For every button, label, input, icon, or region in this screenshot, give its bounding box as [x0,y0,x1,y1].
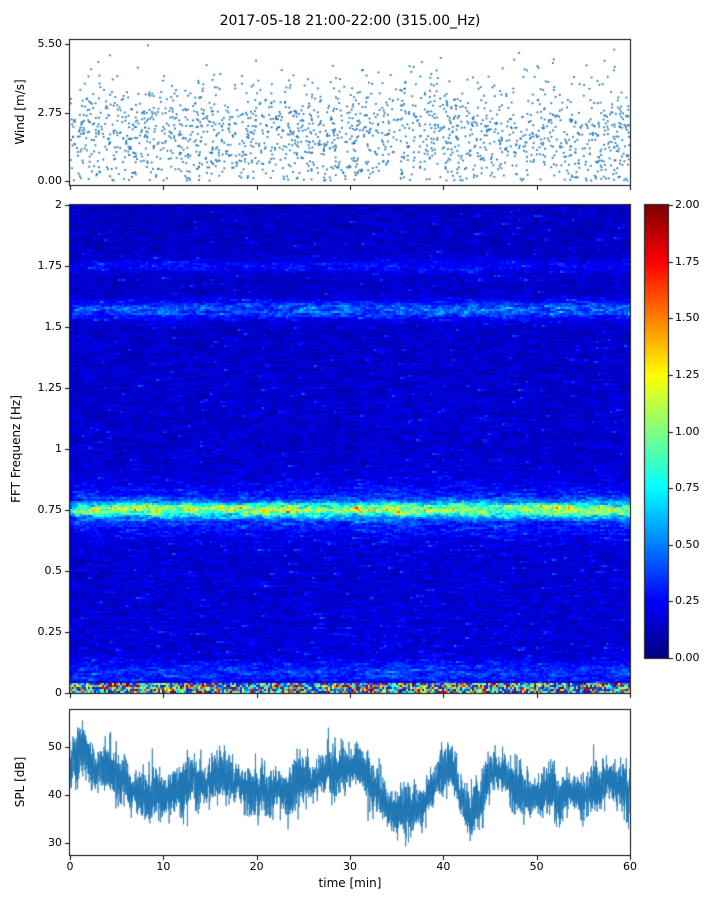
time-xtick-label: 50 [529,860,544,873]
colorbar-tick-label: 1.25 [675,367,700,381]
spl-ytick-label: 30 [48,835,62,849]
colorbar [645,205,668,658]
figure-title: 2017-05-18 21:00-22:00 (315.00_Hz) [219,13,481,29]
fft-ytick-label: 0.25 [37,625,63,638]
spl-line-plot [70,710,630,855]
time-xtick-label: 0 [66,860,74,873]
colorbar-tick-label: 0.25 [675,594,700,608]
colorbar-tick-label: 0.00 [675,651,700,664]
time-xtick-label: 40 [436,860,451,873]
wind-scatter-plot [70,40,630,185]
colorbar-tick-label: 1.00 [675,424,700,438]
spl-ytick-label: 40 [48,787,62,801]
colorbar-tick-label: 0.75 [675,481,700,495]
wind-ytick-label: 0.00 [37,174,63,188]
colorbar-tick-label: 2.00 [675,198,700,211]
fft-ytick-label: 1.75 [37,259,63,272]
time-xtick-label: 20 [249,860,264,873]
wind-ytick-label: 2.75 [37,105,63,119]
wind-ytick-label: 5.50 [37,36,63,50]
fft-ytick-label: 0.75 [37,503,63,516]
fft-ytick-label: 0.5 [44,564,63,577]
spl-ytick-label: 50 [48,739,62,753]
fft-ytick-label: 1.25 [37,381,63,394]
time-xtick-label: 60 [623,860,637,873]
fft-ytick-label: 2 [55,198,62,211]
fft-ytick-label: 0 [55,686,62,699]
time-xtick-label: 30 [343,860,357,873]
fft-ytick-label: 1.5 [44,320,63,333]
time-xtick-label: 10 [156,860,171,873]
colorbar-tick-label: 1.75 [675,254,700,268]
colorbar-tick-label: 1.50 [675,311,700,325]
spectrogram-plot [70,205,630,693]
time-axis-label: time [min] [318,876,382,890]
colorbar-tick-label: 0.50 [675,537,700,551]
fft-ytick-label: 1 [55,442,62,455]
